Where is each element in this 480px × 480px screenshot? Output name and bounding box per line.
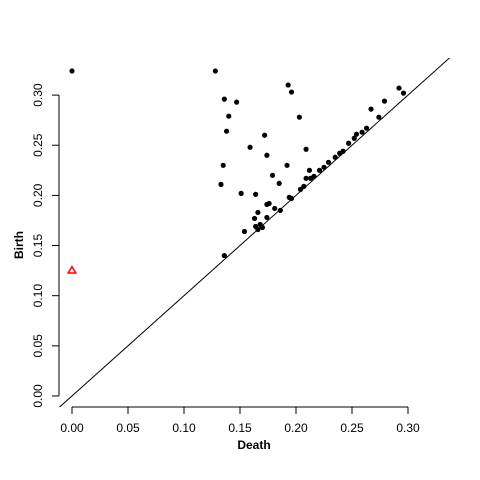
point bbox=[238, 190, 244, 196]
y-tick-label: 0.05 bbox=[31, 334, 45, 358]
point bbox=[226, 113, 232, 119]
y-tick-label: 0.20 bbox=[31, 183, 45, 207]
point bbox=[396, 85, 402, 91]
point bbox=[220, 162, 226, 168]
point bbox=[276, 180, 282, 186]
point bbox=[269, 172, 276, 178]
point bbox=[359, 129, 365, 135]
point bbox=[346, 140, 352, 146]
point bbox=[264, 152, 270, 158]
x-axis-label: Death bbox=[237, 438, 270, 452]
y-tick-label: 0.15 bbox=[31, 234, 45, 258]
point bbox=[332, 154, 338, 160]
point bbox=[218, 181, 224, 187]
point bbox=[247, 144, 253, 150]
point bbox=[277, 207, 283, 214]
x-tick-label: 0.00 bbox=[60, 421, 84, 435]
y-axis-label: Birth bbox=[12, 231, 26, 259]
point bbox=[253, 191, 259, 197]
x-tick-label: 0.20 bbox=[284, 421, 308, 435]
point bbox=[311, 173, 317, 179]
point bbox=[284, 162, 290, 168]
point bbox=[351, 135, 357, 141]
point bbox=[400, 90, 407, 96]
point bbox=[381, 98, 388, 104]
point bbox=[66, 265, 78, 274]
plot-area bbox=[59, 58, 450, 407]
point bbox=[234, 99, 240, 105]
y-tick-label: 0.10 bbox=[31, 284, 45, 308]
x-tick-label: 0.05 bbox=[116, 421, 140, 435]
point bbox=[259, 224, 265, 231]
point bbox=[325, 159, 332, 165]
point bbox=[221, 252, 227, 259]
point bbox=[303, 146, 309, 152]
point bbox=[241, 228, 248, 235]
point bbox=[223, 128, 230, 134]
x-tick-label: 0.25 bbox=[340, 421, 364, 435]
point bbox=[264, 214, 270, 221]
point bbox=[321, 164, 327, 170]
point bbox=[363, 125, 370, 131]
point bbox=[353, 131, 360, 137]
x-tick-label: 0.10 bbox=[172, 421, 196, 435]
diagonal-line bbox=[59, 58, 450, 407]
point bbox=[255, 209, 261, 216]
point bbox=[303, 175, 309, 181]
point bbox=[272, 205, 278, 212]
point bbox=[251, 215, 258, 222]
x-tick-label: 0.30 bbox=[396, 421, 420, 435]
point bbox=[296, 114, 302, 120]
point bbox=[306, 167, 313, 173]
point bbox=[69, 68, 75, 74]
point bbox=[285, 82, 291, 88]
point bbox=[288, 89, 295, 95]
point bbox=[316, 167, 323, 173]
point bbox=[264, 201, 270, 208]
point bbox=[340, 148, 346, 154]
point bbox=[368, 106, 374, 112]
y-tick-label: 0.30 bbox=[31, 83, 45, 107]
point bbox=[212, 68, 218, 74]
y-tick-label: 0.25 bbox=[31, 133, 45, 157]
point bbox=[376, 114, 382, 120]
point bbox=[221, 96, 227, 102]
x-tick-label: 0.15 bbox=[228, 421, 252, 435]
y-tick-label: 0.00 bbox=[31, 384, 45, 408]
point bbox=[297, 186, 304, 192]
point bbox=[255, 226, 261, 233]
point bbox=[262, 132, 268, 138]
point bbox=[301, 183, 307, 189]
point bbox=[288, 195, 295, 202]
